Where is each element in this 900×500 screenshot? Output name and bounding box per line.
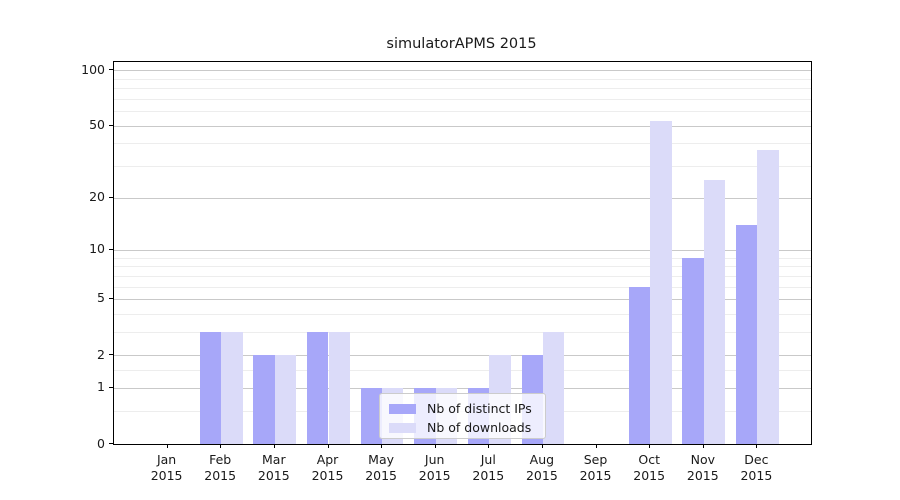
- x-tick-label-oct: Oct 2015: [633, 452, 666, 483]
- y-tick-label-0: 0: [97, 435, 105, 451]
- y-tick-mark-20: [109, 196, 113, 198]
- bar-nov-distinct-ips: [682, 257, 704, 444]
- x-tick-mark-jun: [434, 444, 436, 448]
- bar-may-distinct-ips: [360, 387, 382, 444]
- y-tick-mark-0: [109, 443, 113, 444]
- x-tick-label-jun: Jun 2015: [418, 452, 451, 483]
- x-tick-label-mar: Mar 2015: [257, 452, 290, 483]
- x-tick-label-jan: Jan 2015: [150, 452, 183, 483]
- gridline-major-10: [114, 249, 811, 251]
- gridline-minor-80: [114, 88, 811, 90]
- gridline-minor-60: [114, 111, 811, 113]
- bar-oct-distinct-ips: [628, 286, 651, 444]
- y-tick-mark-5: [109, 297, 113, 299]
- x-tick-label-dec: Dec 2015: [740, 452, 773, 483]
- legend-label-distinct-ips: Nb of distinct IPs: [427, 401, 532, 416]
- bar-mar-distinct-ips: [253, 355, 275, 444]
- x-tick-mark-feb: [220, 444, 222, 448]
- x-tick-mark-oct: [649, 444, 651, 448]
- gridline-minor-6: [114, 286, 811, 288]
- y-tick-mark-50: [109, 124, 113, 126]
- x-tick-mark-nov: [702, 444, 704, 448]
- y-tick-mark-100: [109, 69, 113, 71]
- legend: Nb of distinct IPs Nb of downloads: [379, 393, 546, 439]
- gridline-minor-90: [114, 78, 811, 80]
- gridline-major-100: [114, 70, 811, 72]
- gridline-major-5: [114, 298, 811, 300]
- legend-label-downloads: Nb of downloads: [427, 420, 532, 435]
- bar-nov-downloads: [703, 180, 726, 444]
- y-tick-mark-2: [109, 354, 113, 356]
- gridline-major-50: [114, 125, 811, 127]
- x-tick-mark-jan: [166, 444, 168, 448]
- gridline-major-1: [114, 387, 811, 389]
- y-tick-mark-1: [109, 386, 113, 388]
- y-tick-label-50: 50: [89, 117, 105, 133]
- bar-feb-distinct-ips: [199, 331, 222, 444]
- x-tick-mark-mar: [273, 444, 275, 448]
- y-tick-mark-10: [109, 248, 113, 250]
- gridline-minor-70: [114, 98, 811, 100]
- gridline-major-20: [114, 197, 811, 199]
- x-tick-label-apr: Apr 2015: [311, 452, 344, 483]
- y-tick-label-100: 100: [81, 61, 105, 77]
- legend-item-downloads: Nb of downloads: [389, 419, 537, 436]
- y-tick-label-5: 5: [97, 290, 105, 306]
- gridline-minor-30: [114, 166, 811, 167]
- bar-oct-downloads: [650, 121, 672, 444]
- bar-dec-downloads: [757, 149, 779, 444]
- legend-item-distinct-ips: Nb of distinct IPs: [389, 400, 537, 417]
- y-tick-label-2: 2: [97, 346, 105, 362]
- bar-dec-distinct-ips: [735, 224, 758, 444]
- x-tick-label-feb: Feb 2015: [204, 452, 237, 483]
- gridline-major-2: [114, 355, 811, 357]
- gridline-minor-3: [114, 331, 811, 333]
- bar-apr-distinct-ips: [307, 331, 329, 444]
- x-tick-mark-jul: [488, 444, 490, 448]
- x-tick-mark-aug: [541, 444, 543, 448]
- gridline-minor-4: [114, 313, 811, 315]
- plot-area: Nb of distinct IPs Nb of downloads: [113, 61, 812, 445]
- gridline-minor-1.5: [114, 369, 811, 371]
- gridline-minor-7: [114, 275, 811, 277]
- x-tick-label-nov: Nov 2015: [686, 452, 719, 483]
- x-tick-label-jul: Jul 2015: [472, 452, 505, 483]
- x-tick-mark-dec: [756, 444, 758, 448]
- x-tick-label-aug: Aug 2015: [525, 452, 558, 483]
- y-tick-label-1: 1: [97, 379, 105, 395]
- bar-mar-downloads: [274, 355, 297, 444]
- gridline-minor-8: [114, 266, 811, 268]
- chart-title: simulatorAPMS 2015: [386, 36, 537, 52]
- x-tick-mark-apr: [327, 444, 329, 448]
- y-tick-label-10: 10: [89, 241, 105, 257]
- bar-apr-downloads: [328, 331, 350, 444]
- x-tick-mark-sep: [595, 444, 597, 448]
- y-tick-label-20: 20: [89, 189, 105, 204]
- x-tick-mark-may: [381, 444, 383, 448]
- legend-swatch-downloads: [389, 422, 416, 433]
- gridline-minor-40: [114, 143, 811, 145]
- bar-aug-downloads: [542, 331, 565, 444]
- bar-feb-downloads: [221, 331, 243, 444]
- x-tick-label-sep: Sep 2015: [579, 452, 612, 483]
- legend-swatch-distinct-ips: [389, 403, 416, 414]
- gridline-minor-9: [114, 257, 811, 259]
- x-tick-label-may: May 2015: [365, 452, 397, 483]
